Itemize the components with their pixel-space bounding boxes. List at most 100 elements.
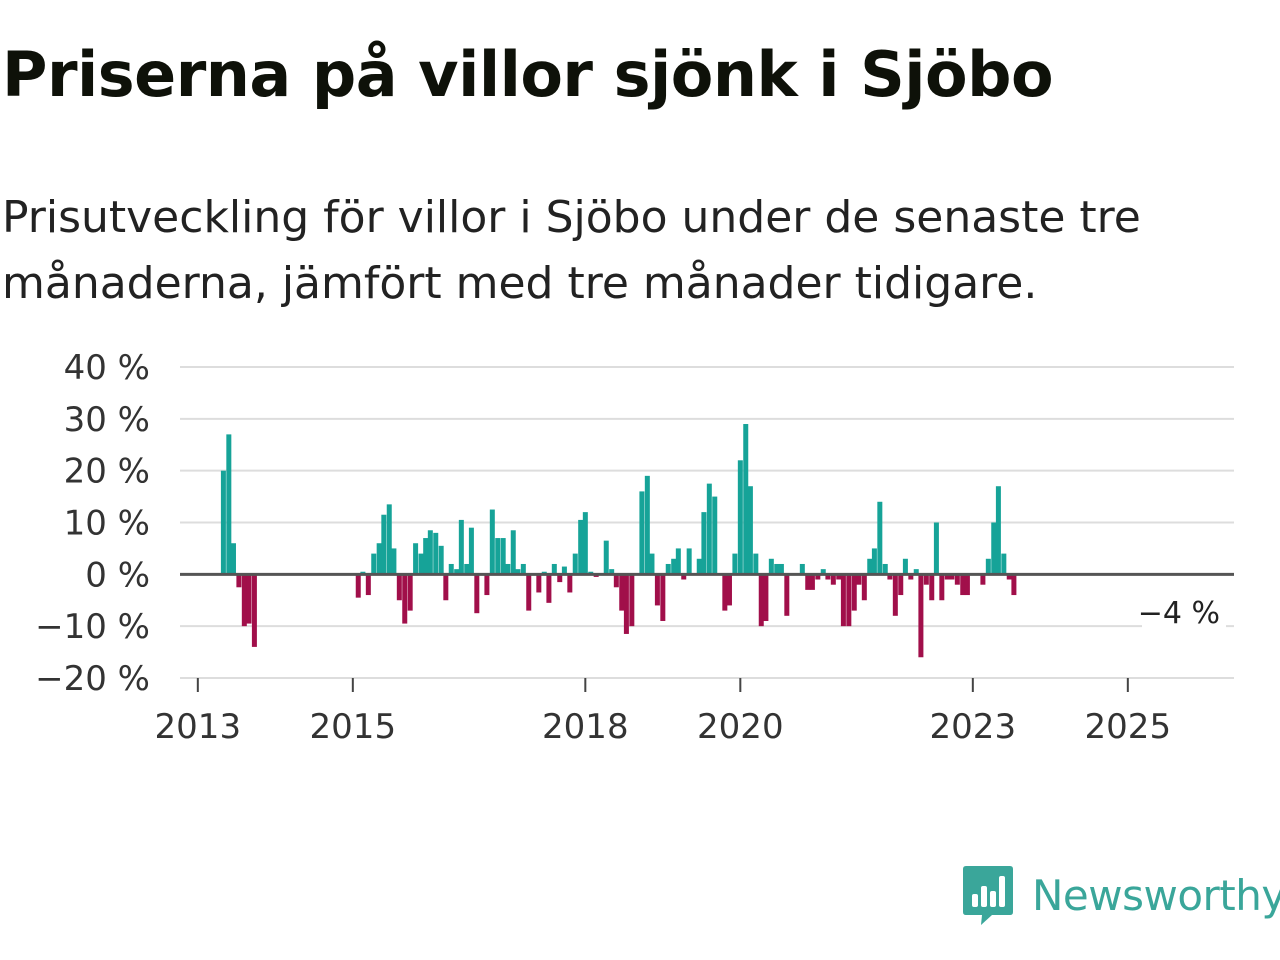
bar [365,574,371,596]
bar [985,558,991,575]
bar [830,574,836,585]
bar [892,574,898,616]
bar [567,574,573,593]
bar [474,574,480,614]
bar [1001,553,1007,575]
bar [551,563,557,575]
bar [763,574,769,621]
bar [230,543,236,575]
bar [438,545,444,575]
bar [784,574,790,616]
bar [609,569,615,575]
bar [686,548,692,575]
newsworthy-logo-icon [963,866,1013,925]
bar [851,574,857,611]
bar [671,558,677,575]
y-tick-label: 40 % [64,348,150,388]
last-value-label: −4 % [1138,596,1220,631]
bar [433,532,439,575]
bar [413,543,419,575]
bar [536,574,542,593]
bar [820,569,826,575]
y-axis: 40 % 30 % 20 % 10 % 0 % −10 % −20 % [35,348,150,699]
bar [836,574,842,580]
bar [681,574,687,580]
bar [799,563,805,575]
bar [402,574,408,624]
y-tick-label: −10 % [35,607,150,647]
bar [902,558,908,575]
annotations: −4 % [1138,595,1226,636]
bar [867,558,873,575]
bar [561,566,567,575]
bar [423,538,429,575]
bar [960,574,966,596]
bar [443,574,449,601]
bar [898,574,904,596]
bar [701,512,707,575]
bar [737,460,743,575]
bar [944,574,950,580]
x-tick-label: 2018 [542,707,629,740]
brand-name: Newsworthy [1032,870,1280,920]
grid-lines [180,366,1234,679]
bar [660,574,666,621]
bar [726,574,732,606]
x-tick-label: 2023 [930,707,1017,740]
bar [391,548,397,575]
bar [546,574,552,603]
bar [949,574,955,580]
x-axis: 2013 2015 2018 2020 2023 2025 [155,678,1172,740]
bar [251,574,257,647]
bar [448,563,454,575]
bar [856,574,862,585]
bar [887,574,893,580]
brand: Newsworthy [962,863,1280,927]
bar [696,558,702,575]
x-tick-label: 2025 [1085,707,1172,740]
bar [753,553,759,575]
bar [954,574,960,585]
bar [732,553,738,575]
bar-chart: 40 %30 %20 %10 %0 %−10 %−20 % 2013 2015 20… [35,348,1234,740]
bar [644,475,650,575]
chart-subtitle: Prisutveckling för villor i Sjöbo under … [2,192,1141,309]
bar [918,574,924,658]
bar [582,512,588,575]
bar [778,563,784,575]
bar [654,574,660,606]
y-tick-label: 10 % [64,504,150,544]
bar [520,563,526,575]
bar [623,574,629,634]
bar [805,574,811,590]
bar [489,509,495,575]
bar [712,496,718,575]
y-tick-label: 0 % [85,555,150,595]
bar [840,574,846,627]
bar [980,574,986,585]
y-tick-label: 20 % [64,452,150,492]
bar [933,522,939,575]
bar [1011,574,1017,596]
bar [355,574,361,598]
bar [613,574,619,588]
bar [578,519,584,575]
bar [220,470,226,575]
bar [629,574,635,627]
bar [464,563,470,575]
bar [758,574,764,627]
bar [882,563,888,575]
chart-title: Priserna på villor sjönk i Sjöbo [2,38,1054,111]
bar [226,434,232,575]
bar [743,424,749,575]
bar [675,548,681,575]
x-tick-label: 2015 [310,707,397,740]
bar [846,574,852,627]
bar [964,574,970,596]
bar [454,569,460,575]
bar [557,574,563,583]
bar [371,553,377,575]
bar [1006,574,1012,580]
y-tick-label: −20 % [35,659,150,699]
bar [939,574,945,601]
